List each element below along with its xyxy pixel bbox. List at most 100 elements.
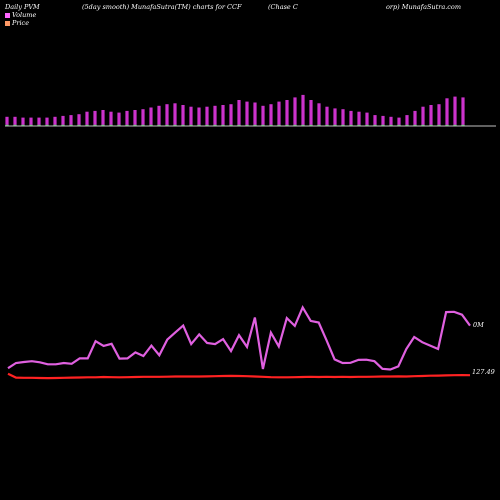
volume-bar (165, 104, 169, 126)
volume-bar (245, 101, 249, 126)
volume-bar-base (429, 124, 433, 126)
volume-bar (453, 96, 457, 126)
chart-title-right-b: orp) MunafaSutra.com (386, 3, 461, 11)
volume-bar (269, 104, 273, 126)
volume-bar-base (413, 124, 417, 126)
legend-swatch-price (5, 20, 10, 26)
volume-bar-base (205, 124, 209, 126)
volume-bar (373, 115, 377, 126)
volume-bar (205, 106, 209, 126)
volume-bar (221, 105, 225, 126)
volume-bar-base (445, 124, 449, 126)
volume-bar (101, 110, 105, 126)
volume-bar-base (389, 124, 393, 126)
volume-bar-base (77, 124, 81, 126)
volume-bar-base (341, 124, 345, 126)
legend-swatch-volume (5, 12, 10, 18)
volume-bar (109, 111, 113, 126)
volume-bar-base (325, 124, 329, 126)
volume-bar-base (333, 124, 337, 126)
volume-bar-base (301, 124, 305, 126)
volume-bar-base (133, 124, 137, 126)
volume-bar (149, 107, 153, 126)
volume-bar-base (285, 124, 289, 126)
volume-bar (261, 105, 265, 126)
volume-bar (333, 108, 337, 126)
volume-bar (397, 117, 401, 126)
volume-bar-base (437, 124, 441, 126)
volume-bar-base (21, 124, 25, 126)
volume-bar-base (141, 124, 145, 126)
volume-bar-base (125, 124, 129, 126)
volume-bar (125, 110, 129, 126)
volume-bar (277, 101, 281, 126)
volume-bar (21, 117, 25, 126)
volume-bar-base (229, 124, 233, 126)
volume-bar (437, 104, 441, 126)
volume-bar (197, 107, 201, 126)
volume-axis-label: 0M (473, 321, 484, 329)
volume-bar-base (61, 124, 65, 126)
volume-bar-base (149, 124, 153, 126)
volume-bar-base (381, 124, 385, 126)
chart-title-left: Daily PVM (5, 3, 40, 11)
legend-item-price: Price (5, 19, 29, 27)
volume-bar-base (69, 124, 73, 126)
chart-title-center: (5day smooth) MunafaSutra(TM) charts for… (82, 3, 242, 11)
volume-bar (421, 106, 425, 126)
volume-bar (189, 106, 193, 126)
volume-bar (445, 98, 449, 126)
volume-bar (117, 112, 121, 126)
volume-bar-base (421, 124, 425, 126)
volume-bar (285, 100, 289, 126)
volume-bar (5, 116, 9, 126)
volume-bar (85, 111, 89, 126)
volume-bar-base (261, 124, 265, 126)
volume-bar-base (173, 124, 177, 126)
volume-bar-base (221, 124, 225, 126)
volume-bar-base (213, 124, 217, 126)
volume-bar (229, 104, 233, 126)
volume-bar (293, 97, 297, 126)
volume-bar (13, 116, 17, 126)
volume-bar-base (5, 124, 9, 126)
volume-bar-base (405, 124, 409, 126)
volume-bar-base (309, 124, 313, 126)
volume-bar (173, 103, 177, 126)
volume-bar (389, 116, 393, 126)
volume-bar-base (29, 124, 33, 126)
volume-bar (301, 94, 305, 126)
volume-bar (253, 102, 257, 126)
volume-bar (381, 115, 385, 126)
volume-line (7, 304, 471, 371)
volume-bar-base (277, 124, 281, 126)
volume-bar (53, 116, 57, 126)
volume-bar (357, 111, 361, 126)
volume-bar (341, 109, 345, 126)
volume-bar (461, 97, 465, 126)
volume-bar-base (373, 124, 377, 126)
volume-bar-base (365, 124, 369, 126)
volume-bar (309, 100, 313, 126)
volume-bar (77, 114, 81, 126)
volume-bar-base (101, 124, 105, 126)
volume-bar (61, 115, 65, 126)
volume-bar-base (293, 124, 297, 126)
volume-bar-base (461, 124, 465, 126)
volume-bar (133, 110, 137, 126)
volume-bar (45, 117, 49, 126)
legend-label-volume: Volume (12, 11, 37, 19)
volume-bar-base (181, 124, 185, 126)
legend-label-price: Price (12, 19, 30, 27)
volume-bar-base (117, 124, 121, 126)
volume-bar-base (349, 124, 353, 126)
volume-bar-base (37, 124, 41, 126)
volume-bar (429, 105, 433, 126)
volume-bar-base (453, 124, 457, 126)
volume-bar-base (109, 124, 113, 126)
volume-bar-base (317, 124, 321, 126)
volume-bar (93, 110, 97, 126)
volume-bar (365, 112, 369, 126)
volume-bar (37, 117, 41, 126)
